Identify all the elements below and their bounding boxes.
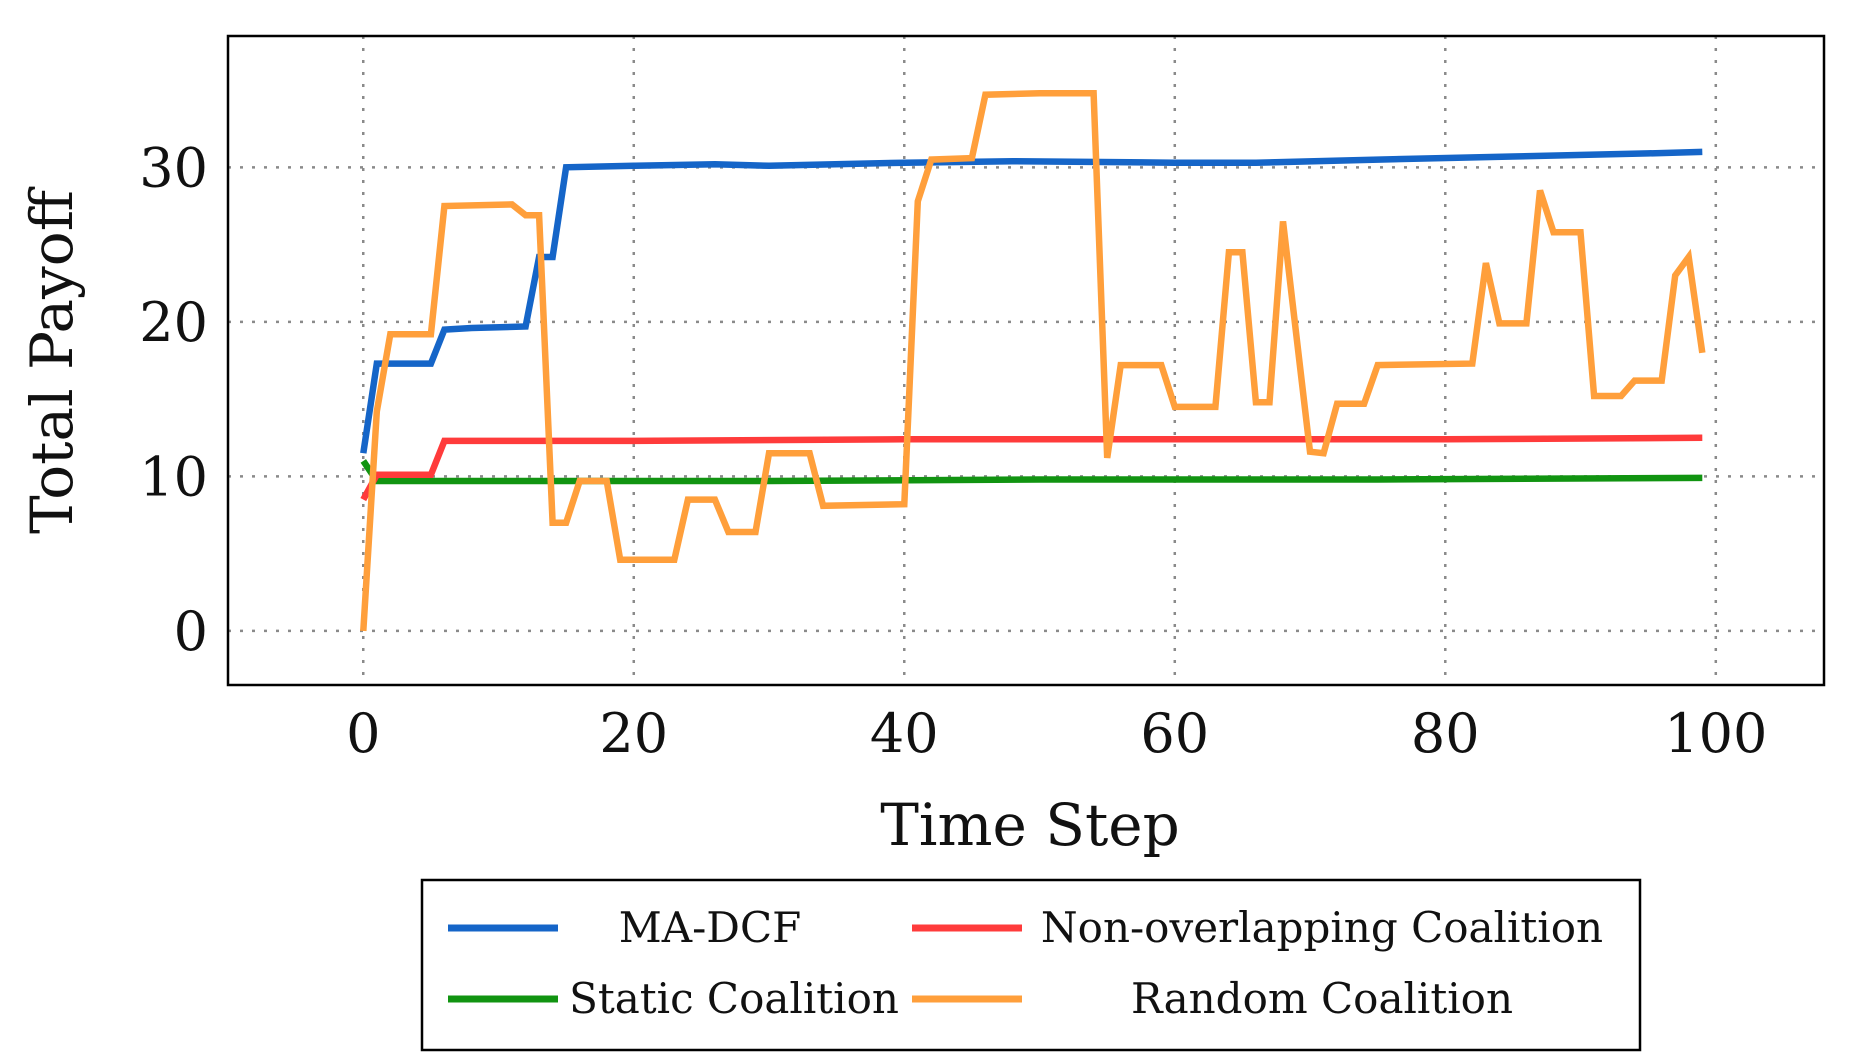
legend-label-static-coalition: Static Coalition <box>569 974 899 1023</box>
legend-entry-non-overlapping-coalition: Non-overlapping Coalition <box>912 903 1603 952</box>
legend: MA-DCF Non-overlapping Coalition Static … <box>420 878 1642 1052</box>
x-tick-label: 100 <box>1664 702 1767 765</box>
y-axis-title: Total Payoff <box>18 186 86 534</box>
y-tick-label: 10 <box>139 445 208 508</box>
plot-area-frame <box>226 34 1826 687</box>
legend-box <box>420 878 1642 1052</box>
legend-entry-random-coalition: Random Coalition <box>912 974 1513 1023</box>
y-tick-label: 20 <box>139 291 208 354</box>
legend-label-non-overlapping-coalition: Non-overlapping Coalition <box>1041 903 1603 952</box>
x-tick-label: 80 <box>1411 702 1480 765</box>
tick-labels: 0 20 40 60 80 100 0 10 20 30 <box>139 136 1767 765</box>
series-line-non-overlapping-coalition <box>360 434 1703 502</box>
y-tick-label: 0 <box>174 600 208 663</box>
x-tick-label: 0 <box>346 702 380 765</box>
legend-entry-static-coalition: Static Coalition <box>448 974 899 1023</box>
gridlines <box>228 36 1824 685</box>
y-tick-label: 30 <box>139 136 208 199</box>
x-tick-label: 20 <box>599 702 668 765</box>
legend-label-ma-dcf: MA-DCF <box>619 903 801 952</box>
series-lines <box>360 89 1706 632</box>
legend-label-random-coalition: Random Coalition <box>1131 974 1513 1023</box>
legend-entry-ma-dcf: MA-DCF <box>448 903 801 952</box>
x-axis-title: Time Step <box>880 791 1180 859</box>
series-line-ma-dcf <box>360 148 1703 454</box>
x-tick-label: 60 <box>1140 702 1209 765</box>
series-line-random-coalition <box>360 89 1706 632</box>
x-tick-label: 40 <box>870 702 939 765</box>
series-line-static-coalition <box>360 459 1703 485</box>
